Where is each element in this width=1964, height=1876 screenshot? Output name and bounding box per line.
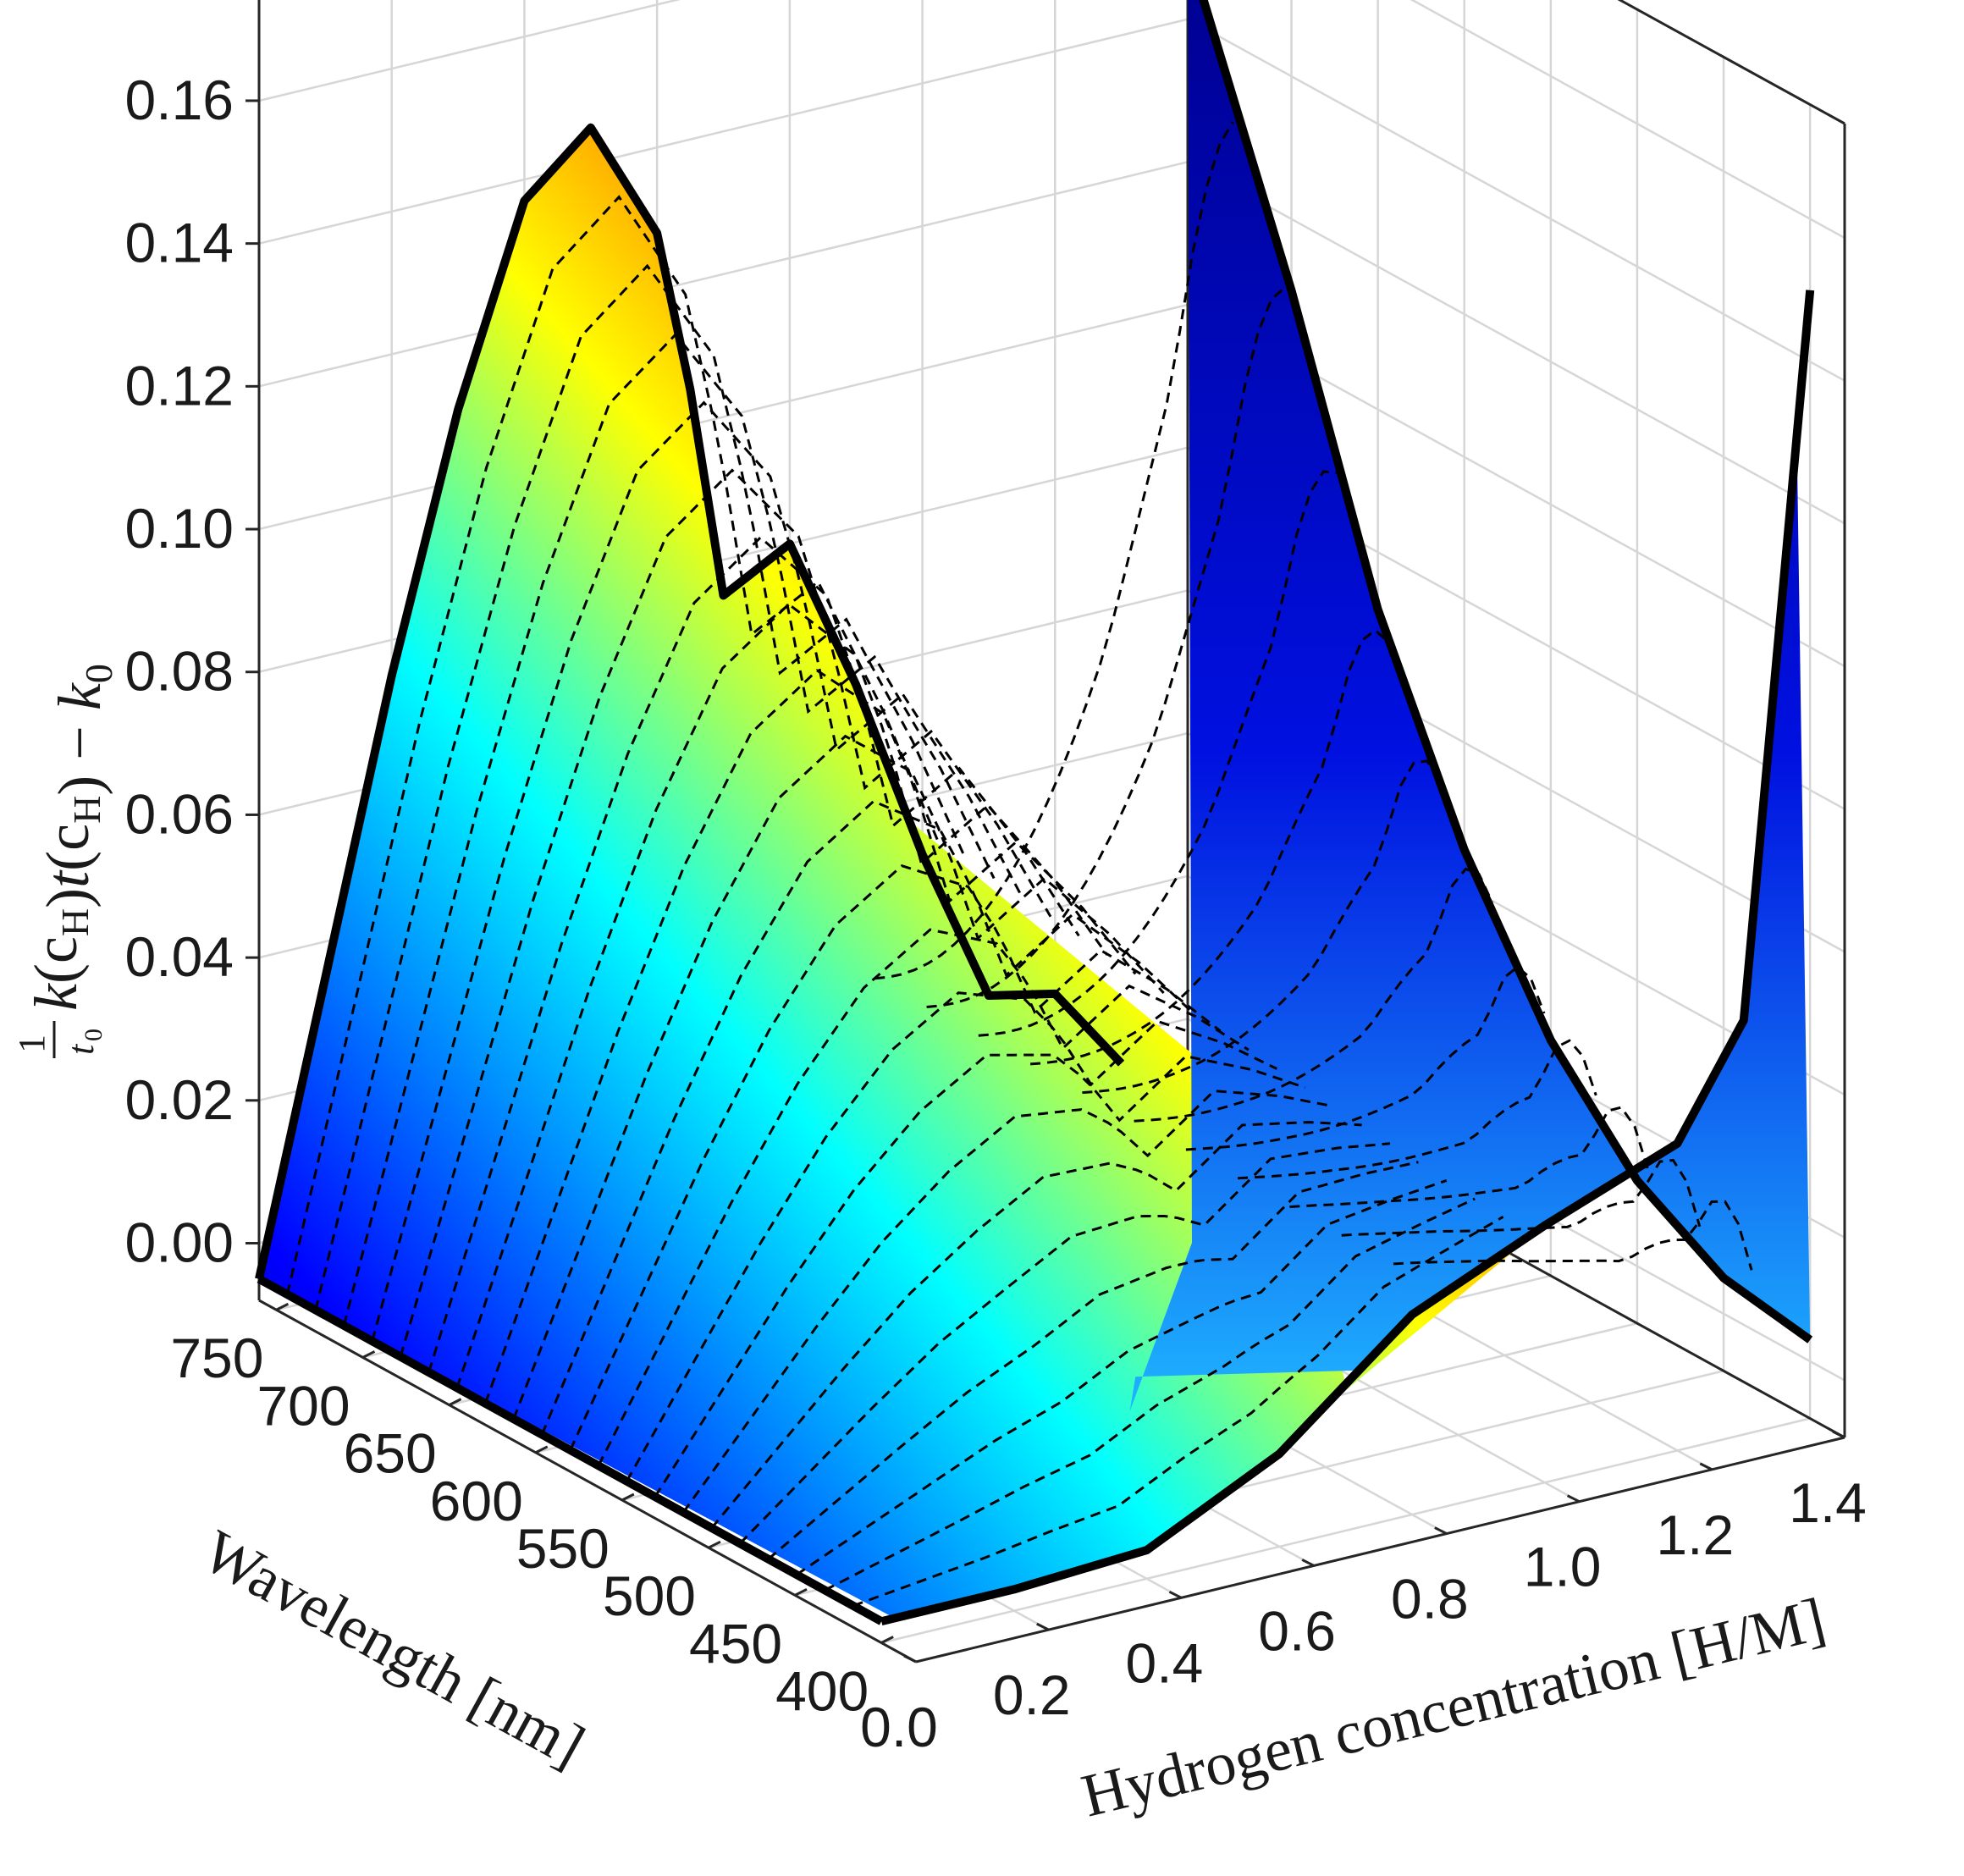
contour-line (1082, 759, 1442, 1095)
y-tick (448, 1398, 462, 1406)
z-tick-label: 0.06 (125, 782, 234, 845)
edge-curve-400nm (880, 290, 1815, 1626)
z-title-symbol: k (46, 681, 113, 710)
contour-line (569, 864, 1222, 1451)
z-title-symbol: k (22, 982, 90, 1011)
contour-line (654, 1053, 1306, 1498)
y-tick (880, 1636, 894, 1644)
z-title-subscript: H (65, 796, 108, 824)
y-tick-label: 550 (516, 1517, 610, 1580)
z-title-subscript: H (53, 908, 97, 936)
y-tick (708, 1540, 721, 1549)
contour-line (1185, 965, 1546, 1151)
y-tick (361, 1350, 376, 1359)
x-tick-label: 1.2 (1656, 1504, 1734, 1566)
z-title-frac-denominator: t (60, 1043, 102, 1055)
contour-line (314, 263, 968, 1310)
x-tick-label: 1.0 (1524, 1536, 1602, 1598)
contour-line (852, 1216, 1504, 1608)
surface-plot (255, 0, 1815, 1626)
contour-line (597, 928, 1250, 1466)
y-tick-label: 500 (603, 1564, 696, 1627)
contour-line (371, 400, 1023, 1342)
blue-surface-region (1129, 0, 1811, 1412)
contour-line (512, 734, 1165, 1420)
y-tick-label: 600 (430, 1470, 523, 1532)
y-tick-label: 750 (170, 1327, 263, 1389)
z-title-frac-numerator: 1 (11, 1035, 52, 1053)
contour-line (1238, 1039, 1597, 1180)
z-title-text: (c (34, 824, 102, 871)
axes-edge (1617, 0, 1845, 125)
x-tick (1566, 1494, 1581, 1504)
contour-line (1393, 1200, 1753, 1271)
contour-line (428, 535, 1080, 1373)
y-tick-label: 450 (689, 1612, 782, 1675)
z-tick-label: 0.08 (125, 640, 234, 703)
contour-line (1134, 867, 1494, 1123)
edge-curve-concentration-0 (257, 1275, 884, 1625)
z-title-frac-den-sub: 0 (80, 1029, 108, 1041)
edge-curve-concentration-1.4 (1199, 0, 1813, 1344)
x-tick (1036, 1622, 1050, 1631)
z-title-subscript: 0 (77, 664, 120, 683)
y-tick (535, 1445, 549, 1454)
contour-line (1289, 1106, 1649, 1208)
contour-line (285, 195, 939, 1295)
z-tick-label: 0.10 (125, 497, 234, 560)
z-title-text: − (46, 710, 113, 775)
z-tick-label: 0.16 (125, 69, 234, 131)
x-tick-label: 0.6 (1258, 1599, 1336, 1662)
floor-grid-line (880, 1417, 1811, 1644)
z-title-body: k(cH)t(cH) − k0 (22, 664, 120, 1011)
contour-line (874, 121, 1234, 980)
z-title-text: ) (46, 775, 113, 796)
x-tick (903, 1654, 917, 1664)
z-title-symbol: t (34, 869, 102, 888)
contour-line (1029, 628, 1390, 1066)
x-tick (1301, 1559, 1315, 1567)
z-axis-title: 1 t0k(cH)t(cH) − k0 (11, 664, 120, 1058)
axes-edge (915, 1436, 1845, 1664)
contour-line (739, 1142, 1391, 1545)
z-tick-label: 0.14 (125, 212, 234, 274)
x-tick (1434, 1526, 1448, 1535)
y-tick (621, 1493, 635, 1502)
contour-line (540, 799, 1194, 1436)
z-tick-label: 0.02 (125, 1068, 234, 1131)
x-tick-label: 1.4 (1789, 1471, 1867, 1534)
tick-labels: 0.0 0.2 0.4 0.6 0.8 1.0 1.2 1.4 4004505005506006… (125, 69, 1867, 1758)
x-tick-label: 0.4 (1126, 1631, 1204, 1694)
x-tick-label: 0.0 (860, 1696, 938, 1758)
contour-line (1341, 1158, 1702, 1237)
contour-line (796, 1178, 1448, 1576)
x-tick (1168, 1590, 1183, 1599)
z-grid-line (258, 0, 1845, 240)
contour-line (978, 470, 1338, 1037)
contour-line (681, 1090, 1334, 1514)
y-tick-label: 650 (344, 1422, 437, 1485)
y-tick (794, 1588, 808, 1597)
x-tick (1699, 1462, 1713, 1471)
y-tick-label: 400 (775, 1660, 869, 1723)
z-tick-label: 0.12 (125, 354, 234, 417)
x-tick-label: 0.2 (993, 1664, 1071, 1726)
contour-line (824, 1197, 1476, 1592)
contour-line (710, 1121, 1362, 1529)
y-tick-label: 700 (257, 1374, 350, 1437)
x-tick (1832, 1430, 1845, 1439)
edge-curve-760nm (255, 123, 1125, 1280)
contour-line (767, 1161, 1419, 1560)
z-title-text: (c (22, 936, 90, 984)
contour-line (626, 991, 1277, 1482)
axes-edge (258, 1299, 917, 1664)
contour-line (926, 286, 1286, 1008)
tick-marks (246, 99, 1845, 1664)
x-tick-label: 0.8 (1391, 1568, 1469, 1630)
z-tick-label: 0.00 (125, 1211, 234, 1274)
z-tick-label: 0.04 (125, 925, 234, 988)
y-tick (275, 1302, 290, 1311)
z-title-text: ) (34, 888, 102, 908)
